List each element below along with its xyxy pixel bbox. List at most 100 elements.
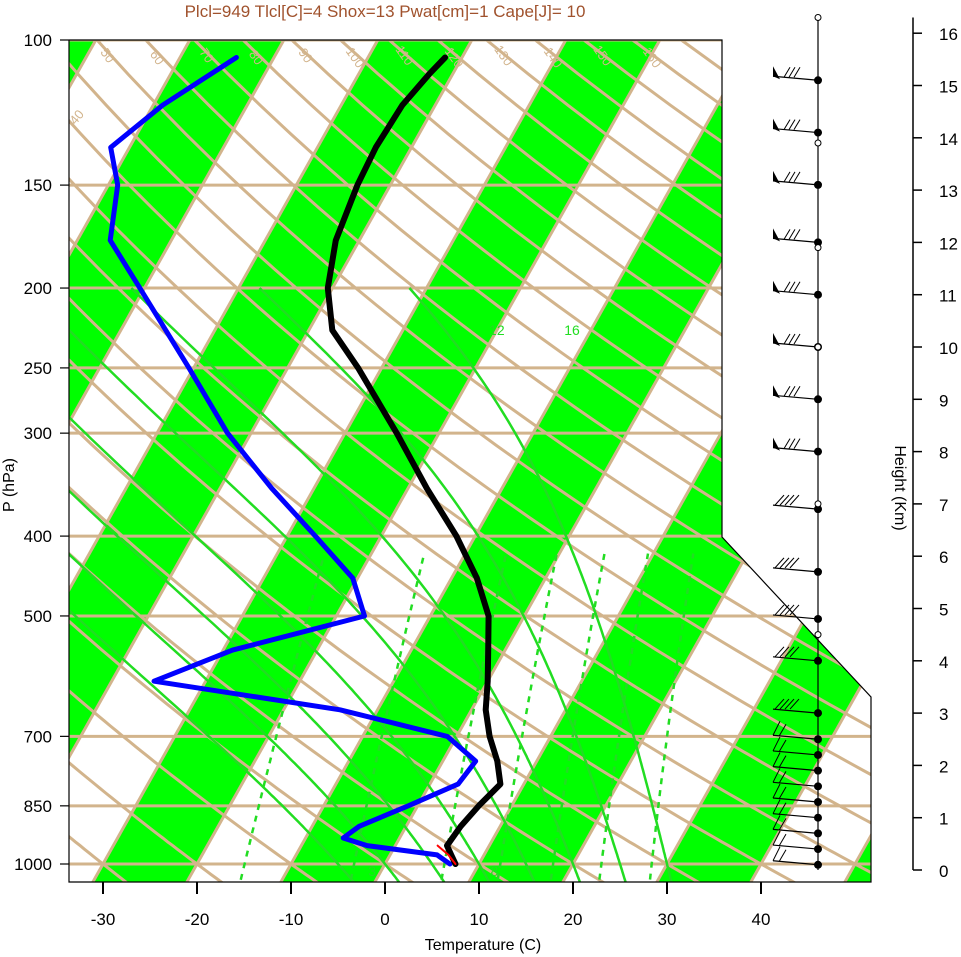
- theta-label: 60: [147, 47, 168, 67]
- pressure-tick-label: 300: [24, 424, 52, 443]
- wind-barb-feather: [772, 830, 781, 846]
- mixing-ratio-line: [547, 553, 606, 882]
- wind-barb-shaft: [772, 180, 819, 186]
- temperature-band: [87, 40, 660, 882]
- height-tick-label: 2: [939, 757, 948, 776]
- wind-barb-feather: [793, 438, 801, 449]
- wind-barb-flag: [773, 170, 780, 184]
- dry-adiabat-line: [69, 40, 428, 882]
- pressure-tick-label: 500: [24, 607, 52, 626]
- wind-barb-shaft: [772, 75, 819, 81]
- chart-title: Plcl=949 Tlcl[C]=4 Shox=13 Pwat[cm]=1 Ca…: [185, 2, 586, 21]
- wind-barb-feather: [789, 604, 800, 616]
- moist-adiabat-line: [69, 287, 408, 882]
- isotherm-line: [650, 40, 871, 882]
- moist-adiabat-line: [258, 287, 630, 882]
- wind-barb-shaft: [772, 734, 819, 740]
- wind-barb-flag: [773, 280, 780, 294]
- wind-barb-feather: [788, 229, 796, 240]
- temperature-tick-label: 20: [564, 910, 583, 929]
- wind-barb-shaft: [772, 656, 819, 662]
- y-axis-label: P (hPa): [1, 458, 18, 512]
- wind-barb-shaft: [772, 447, 819, 453]
- moist-adiabat-label: 24: [733, 322, 749, 338]
- wind-barb-flag: [773, 228, 780, 242]
- wind-barb-shaft: [772, 781, 819, 787]
- sounding-profiles: [107, 54, 504, 867]
- wind-barb-feather: [784, 494, 795, 506]
- moist-adiabat-line: [69, 287, 541, 882]
- wind-level-marker: [814, 139, 822, 147]
- wind-barb-feather: [793, 333, 801, 345]
- wind-barb-feather: [778, 849, 787, 863]
- wind-barb-flag: [773, 333, 780, 346]
- wind-barb-feather: [778, 818, 787, 831]
- wind-barb-feather: [779, 646, 790, 658]
- wind-barb-feather: [784, 646, 795, 658]
- wind-barb-shaft: [772, 750, 819, 756]
- pressure-tick-label: 700: [24, 727, 52, 746]
- isotherm-label: 30: [840, 647, 861, 668]
- dry-adiabat-line: [242, 40, 871, 882]
- mixing-ratio-line: [347, 553, 426, 882]
- isotherm-line: [69, 40, 192, 882]
- wind-barb-shaft: [772, 766, 819, 772]
- wind-barb-feather: [793, 119, 801, 130]
- mixing-ratio-line: [647, 553, 695, 882]
- wind-barb-feather: [779, 604, 790, 616]
- wind-level-marker: [814, 500, 822, 508]
- wind-barb-feather: [783, 229, 791, 240]
- temperature-line: [324, 54, 504, 867]
- dry-adiabat-line: [144, 40, 871, 882]
- pressure-tick-label: 1000: [14, 855, 52, 874]
- dry-adiabat-line: [69, 40, 236, 882]
- dewpoint-line: [107, 55, 479, 867]
- wind-barb-feather: [788, 67, 796, 78]
- height-tick-label: 4: [939, 653, 948, 672]
- isotherm-label: 10: [744, 532, 765, 553]
- wind-barb-feather: [788, 438, 796, 449]
- height-tick-label: 9: [939, 391, 948, 410]
- moist-adiabat-line: [69, 287, 496, 882]
- isotherm-line: [69, 40, 286, 882]
- dry-adiabat-line: [69, 40, 812, 882]
- wind-barb-feather: [772, 736, 781, 752]
- wind-barb-feather: [788, 333, 796, 345]
- wind-barb-flag: [773, 385, 780, 399]
- wind-barb-feather: [789, 557, 800, 569]
- height-tick-label: 8: [939, 444, 948, 463]
- isotherm-label: 20: [792, 595, 813, 616]
- wind-barb-feather: [783, 119, 791, 130]
- wind-barb-feather: [789, 494, 800, 506]
- wind-barb-feather: [779, 698, 790, 710]
- dry-adiabat-line: [69, 40, 871, 882]
- isotherm-label: 20: [724, 237, 745, 258]
- isotherm-label: 10: [724, 344, 745, 365]
- wind-barb-feather: [783, 386, 791, 397]
- temperature-tick-label: -10: [279, 910, 304, 929]
- height-tick-label: 13: [939, 182, 958, 201]
- pressure-tick-label: 150: [24, 176, 52, 195]
- temperature-tick-label: 10: [470, 910, 489, 929]
- wind-barb-feather: [772, 783, 781, 799]
- wind-barb-feather: [784, 698, 795, 710]
- isotherm-line: [69, 40, 380, 882]
- wind-barb-feather: [788, 281, 796, 292]
- theta-label: 90: [295, 45, 316, 65]
- wind-level-marker: [814, 244, 822, 252]
- wind-barb-shaft: [772, 567, 819, 573]
- wind-barb-shaft: [772, 237, 819, 243]
- mixing-ratio-line: [494, 553, 559, 882]
- height-tick-label: 3: [939, 705, 948, 724]
- wind-barb-feather: [774, 604, 785, 616]
- temperature-tick-label: 0: [380, 910, 389, 929]
- pressure-tick-label: 200: [24, 279, 52, 298]
- wind-barb-feather: [772, 815, 781, 830]
- wind-barb-flag: [773, 66, 780, 80]
- wind-barb-shaft: [772, 290, 819, 296]
- temperature-band: [69, 40, 472, 882]
- height-tick-label: 5: [939, 601, 948, 620]
- wind-barb-column: [772, 14, 822, 870]
- wind-barb-feather: [772, 752, 781, 767]
